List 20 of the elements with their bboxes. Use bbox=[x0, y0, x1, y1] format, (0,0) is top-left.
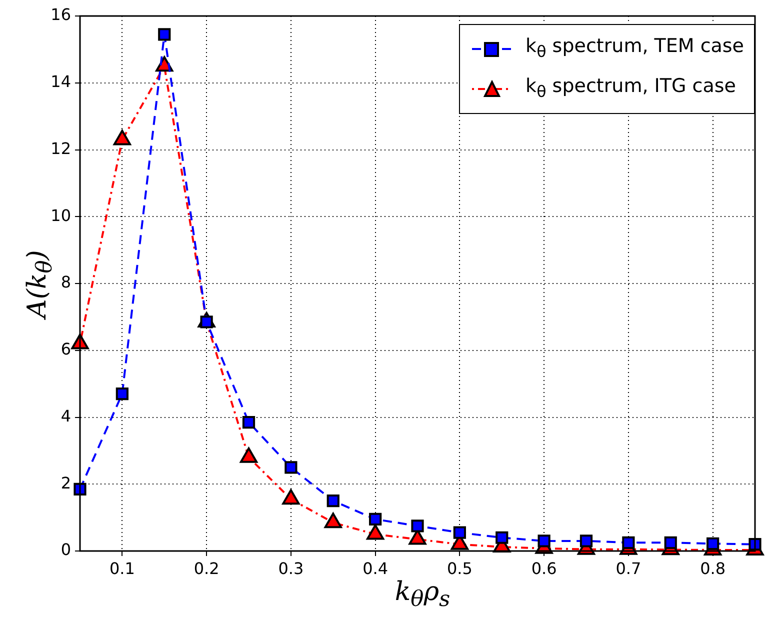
y-tick-label: 2 bbox=[60, 473, 71, 492]
y-tick-label: 6 bbox=[60, 340, 71, 359]
x-tick-label: 0.6 bbox=[531, 558, 557, 578]
y-tick-label: 4 bbox=[60, 406, 71, 426]
x-tick-label: 0.2 bbox=[194, 558, 220, 578]
legend-label: k$_{θ}$ spectrum, ITG case bbox=[526, 74, 736, 103]
x-tick-label: 0.4 bbox=[362, 558, 388, 578]
y-tick-label: 12 bbox=[50, 138, 71, 158]
x-tick-label: 0.7 bbox=[616, 558, 642, 578]
x-tick-label: 0.8 bbox=[700, 558, 726, 578]
y-tick-label: 0 bbox=[60, 540, 71, 560]
x-axis-title: k$_{θ}$ρ$_{s}$ bbox=[394, 577, 452, 612]
x-tick-label: 0.3 bbox=[278, 558, 304, 578]
y-tick-label: 8 bbox=[60, 272, 71, 292]
legend-label: k$_{θ}$ spectrum, TEM case bbox=[526, 34, 744, 63]
x-tick-label: 0.1 bbox=[109, 558, 135, 578]
y-tick-label: 14 bbox=[50, 72, 71, 92]
x-tick-label: 0.5 bbox=[446, 558, 472, 578]
y-tick-label: 16 bbox=[50, 5, 71, 24]
y-tick-label: 10 bbox=[50, 206, 71, 225]
